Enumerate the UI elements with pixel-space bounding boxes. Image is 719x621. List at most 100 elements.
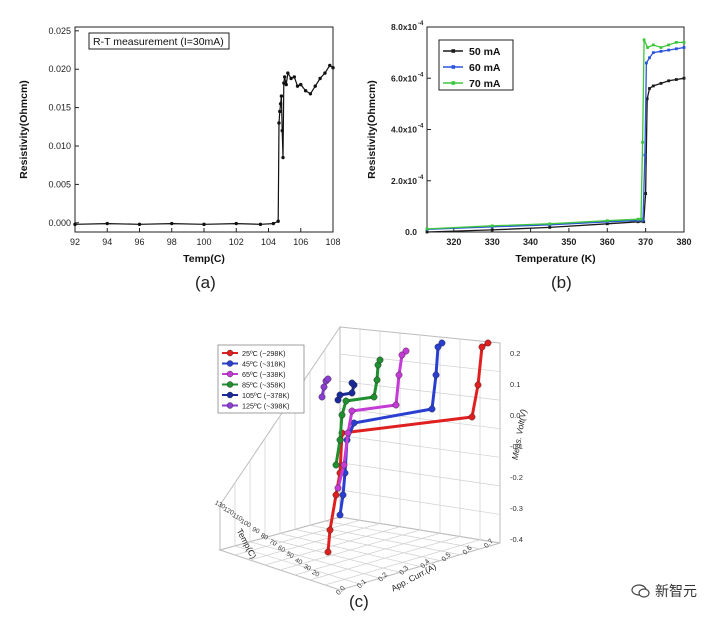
data-point bbox=[639, 217, 643, 221]
data-point bbox=[323, 71, 327, 75]
data-point bbox=[202, 222, 206, 227]
x-tick-label: 0.3 bbox=[398, 565, 410, 577]
y-tick-label: 50 bbox=[285, 551, 295, 561]
x-tick-label: 96 bbox=[134, 237, 144, 247]
x-tick-label: 102 bbox=[229, 237, 244, 247]
data-point bbox=[651, 43, 655, 47]
grid-line bbox=[309, 536, 461, 581]
x-tick-label: 0.7 bbox=[483, 538, 495, 550]
curve-marker bbox=[324, 548, 332, 556]
data-point bbox=[328, 63, 332, 68]
data-point bbox=[659, 49, 663, 53]
curve-marker bbox=[438, 339, 446, 347]
legend-label: 125ºC (~398K) bbox=[242, 402, 290, 411]
legend-marker bbox=[451, 65, 456, 69]
curve-marker bbox=[326, 526, 334, 534]
y-tick-exponent: -4 bbox=[418, 21, 424, 27]
x-axis-label: Temperature (K) bbox=[515, 253, 595, 265]
y-tick-label: 70 bbox=[268, 538, 278, 548]
data-point bbox=[605, 222, 609, 226]
curve-marker bbox=[474, 381, 482, 389]
data-point bbox=[682, 46, 686, 49]
grid-line bbox=[294, 532, 441, 576]
x-tick-label: 104 bbox=[261, 237, 276, 247]
data-point bbox=[313, 84, 317, 88]
curve-marker bbox=[428, 405, 436, 413]
data-point bbox=[605, 219, 609, 223]
data-point bbox=[682, 76, 686, 80]
data-point bbox=[667, 79, 671, 83]
data-point bbox=[651, 51, 655, 55]
watermark-text: 新智元 bbox=[655, 583, 697, 599]
x-tick-label: 370 bbox=[638, 237, 653, 247]
y-tick-label: 110 bbox=[231, 512, 244, 523]
data-point bbox=[548, 222, 552, 226]
y-tick-label: 80 bbox=[259, 532, 269, 542]
y-tick-label: 0.005 bbox=[48, 179, 71, 189]
data-point bbox=[548, 225, 552, 229]
legend-label: 105ºC (~378K) bbox=[242, 391, 290, 400]
x-tick-label: 94 bbox=[102, 237, 112, 247]
plot-frame bbox=[74, 26, 334, 233]
y-tick-label: 0.000 bbox=[48, 218, 71, 228]
curve-marker bbox=[339, 491, 347, 499]
data-point bbox=[284, 82, 288, 87]
curve-marker bbox=[318, 393, 326, 401]
curve-marker bbox=[478, 343, 486, 351]
x-tick-label: 340 bbox=[523, 237, 538, 247]
legend-marker bbox=[226, 349, 234, 357]
y-tick-exponent: -4 bbox=[418, 72, 424, 78]
x-tick-label: 106 bbox=[293, 237, 308, 247]
data-point bbox=[258, 222, 263, 227]
z-tick-label: 0.1 bbox=[510, 380, 520, 389]
y-tick-exponent: -4 bbox=[418, 175, 424, 181]
data-point bbox=[641, 140, 644, 144]
chart-a: 92 94 96 98 100 102 104 106 108 0.000 0.005 0.010 0.… bbox=[18, 26, 341, 265]
grid-line bbox=[294, 529, 441, 561]
curve-marker bbox=[395, 371, 403, 379]
z-tick-label: -0.1 bbox=[510, 442, 523, 451]
data-point bbox=[674, 40, 678, 44]
data-point bbox=[276, 219, 280, 223]
curve-marker bbox=[332, 491, 340, 499]
x-axis-label: App. Curr.(A) bbox=[389, 561, 438, 593]
data-point bbox=[278, 102, 283, 106]
x-tick-label: 0.4 bbox=[420, 558, 432, 570]
curve-marker bbox=[468, 413, 476, 421]
x-tick-label: 0.1 bbox=[356, 578, 368, 590]
curve-marker bbox=[340, 461, 348, 469]
data-point bbox=[643, 153, 647, 157]
legend-box bbox=[217, 344, 305, 414]
curve-marker bbox=[484, 339, 492, 347]
grid-line bbox=[324, 520, 481, 550]
curve-marker bbox=[344, 429, 352, 437]
data-point bbox=[279, 94, 284, 98]
y-axis-label: Resistivity(Ohmcm) bbox=[18, 80, 30, 179]
series-line bbox=[74, 64, 334, 225]
x-tick-label: 320 bbox=[446, 237, 461, 247]
curve-marker bbox=[376, 356, 384, 364]
data-point bbox=[292, 75, 296, 79]
legend-label: 70 mA bbox=[469, 78, 501, 90]
x-tick-label: 0.6 bbox=[462, 545, 474, 557]
curve-marker bbox=[336, 436, 344, 444]
data-point bbox=[425, 230, 429, 234]
data-point bbox=[280, 128, 284, 133]
x-tick-label: 360 bbox=[600, 237, 615, 247]
curve-marker bbox=[320, 383, 328, 391]
y-tick-label: 2.0x10 bbox=[391, 176, 417, 186]
curve-1 bbox=[338, 341, 444, 516]
data-point bbox=[282, 81, 286, 85]
curve-marker bbox=[324, 375, 332, 383]
data-point bbox=[642, 38, 646, 42]
data-point bbox=[644, 192, 648, 195]
data-point bbox=[667, 48, 671, 52]
data-point bbox=[281, 155, 285, 160]
data-point bbox=[674, 47, 678, 51]
data-point bbox=[105, 221, 109, 226]
z-tick-label: 0.2 bbox=[510, 349, 520, 358]
legend-label: 65ºC (~338K) bbox=[242, 370, 286, 379]
y-axis-label: Resistivity(Ohmcm) bbox=[366, 80, 378, 179]
curve-marker bbox=[432, 371, 440, 379]
